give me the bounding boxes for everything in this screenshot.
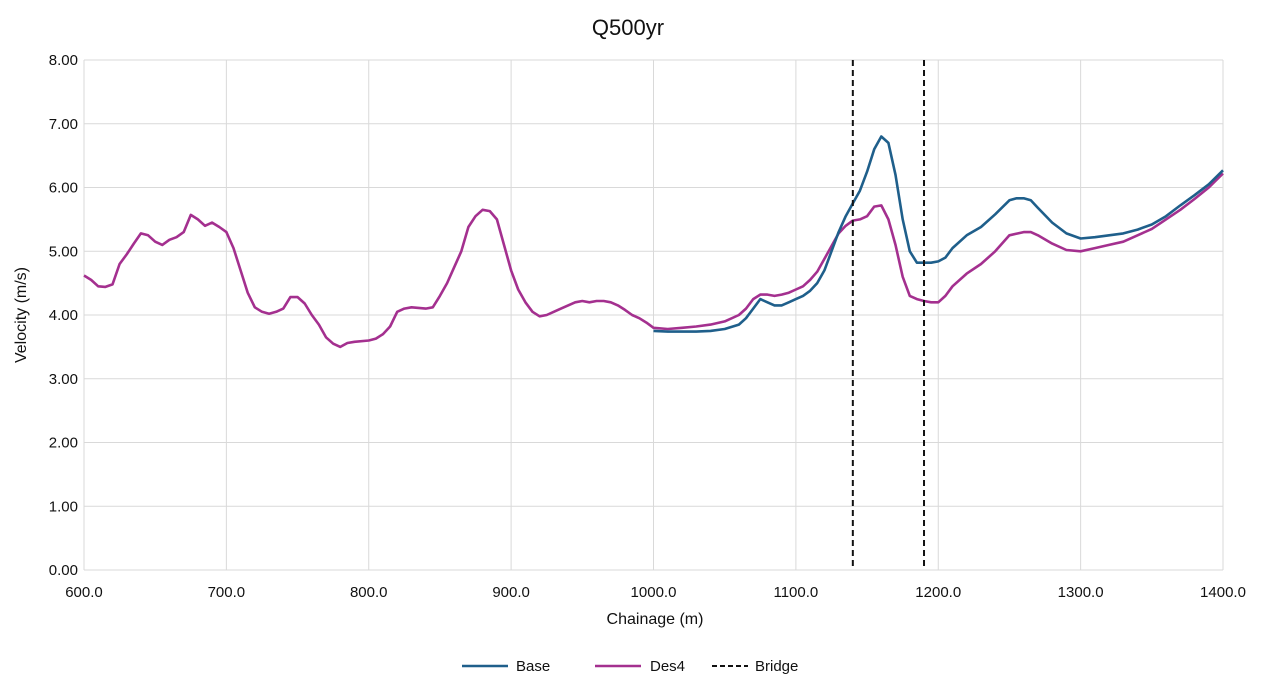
x-tick-label: 1300.0 <box>1058 584 1104 601</box>
legend: Base Des4 Bridge <box>462 658 798 675</box>
chart-title: Q500yr <box>592 15 664 40</box>
x-tick-label: 1200.0 <box>915 584 961 601</box>
y-tick-label: 3.00 <box>49 371 78 388</box>
x-tick-label: 700.0 <box>208 584 246 601</box>
x-tick-label: 1400.0 <box>1200 584 1246 601</box>
y-tick-label: 0.00 <box>49 562 78 579</box>
grid <box>83 59 1224 571</box>
x-tick-label: 600.0 <box>65 584 103 601</box>
x-tick-label: 1100.0 <box>773 584 818 601</box>
y-axis-title: Velocity (m/s) <box>13 267 30 363</box>
y-tick-labels: 0.00 1.00 2.00 3.00 4.00 5.00 6.00 7.00 8.00 <box>49 52 78 579</box>
series-layer <box>83 60 1224 570</box>
series-line-des4 <box>83 172 1224 349</box>
y-tick-label: 4.00 <box>49 307 78 324</box>
legend-label-base: Base <box>516 658 550 675</box>
x-tick-label: 900.0 <box>492 584 530 601</box>
y-tick-label: 2.00 <box>49 435 78 452</box>
y-tick-label: 6.00 <box>49 180 78 197</box>
y-tick-label: 1.00 <box>49 498 78 515</box>
y-tick-label: 5.00 <box>49 243 78 260</box>
series-line-base <box>653 135 1224 333</box>
x-tick-label: 800.0 <box>350 584 388 601</box>
legend-label-des4: Des4 <box>650 658 685 675</box>
x-tick-labels: 600.0 700.0 800.0 900.0 1000.0 1100.0 1200.0 13… <box>65 584 1246 601</box>
x-tick-label: 1000.0 <box>631 584 677 601</box>
legend-label-bridge: Bridge <box>755 658 798 675</box>
y-tick-label: 8.00 <box>49 52 78 69</box>
x-axis-title: Chainage (m) <box>607 611 704 628</box>
y-tick-label: 7.00 <box>49 116 78 133</box>
